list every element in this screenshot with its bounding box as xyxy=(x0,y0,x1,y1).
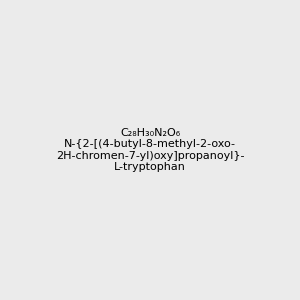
Text: C₂₈H₃₀N₂O₆
N-{2-[(4-butyl-8-methyl-2-oxo-
2H-chromen-7-yl)oxy]propanoyl}-
L-tryp: C₂₈H₃₀N₂O₆ N-{2-[(4-butyl-8-methyl-2-oxo… xyxy=(56,128,244,172)
